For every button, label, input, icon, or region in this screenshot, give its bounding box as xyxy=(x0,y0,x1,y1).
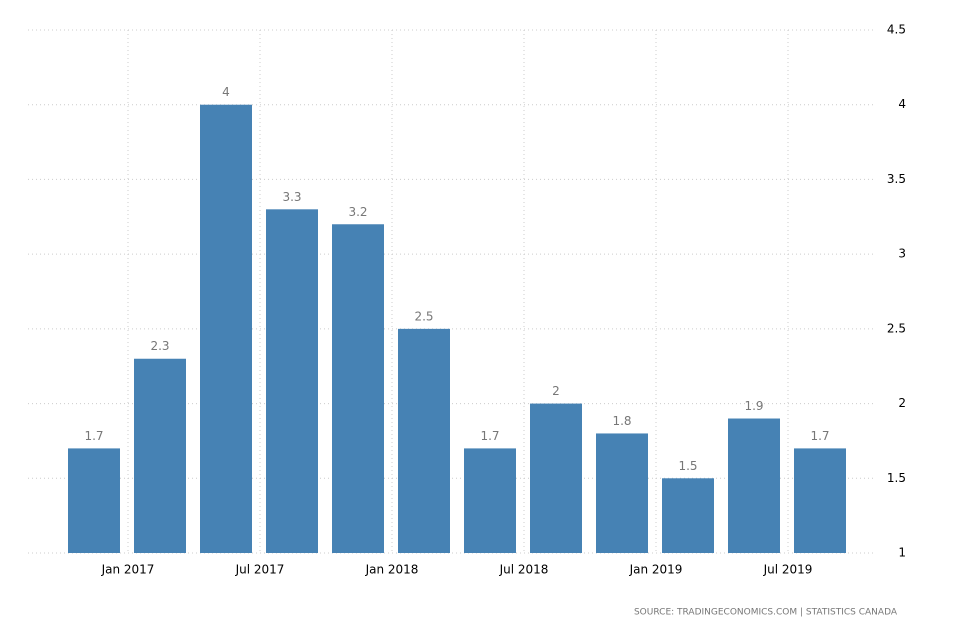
bar xyxy=(596,433,648,553)
y-tick-label: 1.5 xyxy=(887,471,906,485)
value-label: 1.7 xyxy=(84,429,103,443)
bar xyxy=(530,403,582,553)
value-label: 2.5 xyxy=(414,309,433,323)
value-label: 1.8 xyxy=(612,414,631,428)
source: SOURCE: TRADINGECONOMICS.COM | STATISTIC… xyxy=(634,608,898,618)
bar xyxy=(68,448,120,553)
y-tick-label: 2.5 xyxy=(887,321,906,335)
bar xyxy=(134,358,186,553)
bar xyxy=(398,328,450,553)
bar xyxy=(464,448,516,553)
y-tick-label: 2 xyxy=(898,396,906,410)
y-tick-label: 4 xyxy=(898,97,906,111)
y-tick-label: 4.5 xyxy=(887,23,906,37)
bar xyxy=(332,224,384,553)
y-tick-label: 3.5 xyxy=(887,172,906,186)
value-label: 1.5 xyxy=(678,459,697,473)
bar xyxy=(662,478,714,553)
y-tick-label: 1 xyxy=(898,546,906,560)
x-tick-label: Jan 2019 xyxy=(629,563,683,577)
x-tick-label: Jul 2019 xyxy=(763,563,813,577)
value-label: 1.7 xyxy=(480,429,499,443)
bar xyxy=(266,209,318,554)
value-label: 3.3 xyxy=(282,190,301,204)
value-label: 1.9 xyxy=(744,399,763,413)
bar xyxy=(794,448,846,553)
x-tick-label: Jan 2017 xyxy=(101,563,155,577)
value-label: 1.7 xyxy=(810,429,829,443)
x-tick-label: Jul 2017 xyxy=(235,563,285,577)
value-label: 2 xyxy=(552,384,560,398)
value-label: 3.2 xyxy=(348,205,367,219)
x-tick-label: Jan 2018 xyxy=(365,563,419,577)
y-tick-label: 3 xyxy=(898,247,906,261)
bar xyxy=(200,104,252,553)
x-tick-label: Jul 2018 xyxy=(499,563,549,577)
value-label: 2.3 xyxy=(150,339,169,353)
bar xyxy=(728,418,780,553)
value-label: 4 xyxy=(222,85,230,99)
